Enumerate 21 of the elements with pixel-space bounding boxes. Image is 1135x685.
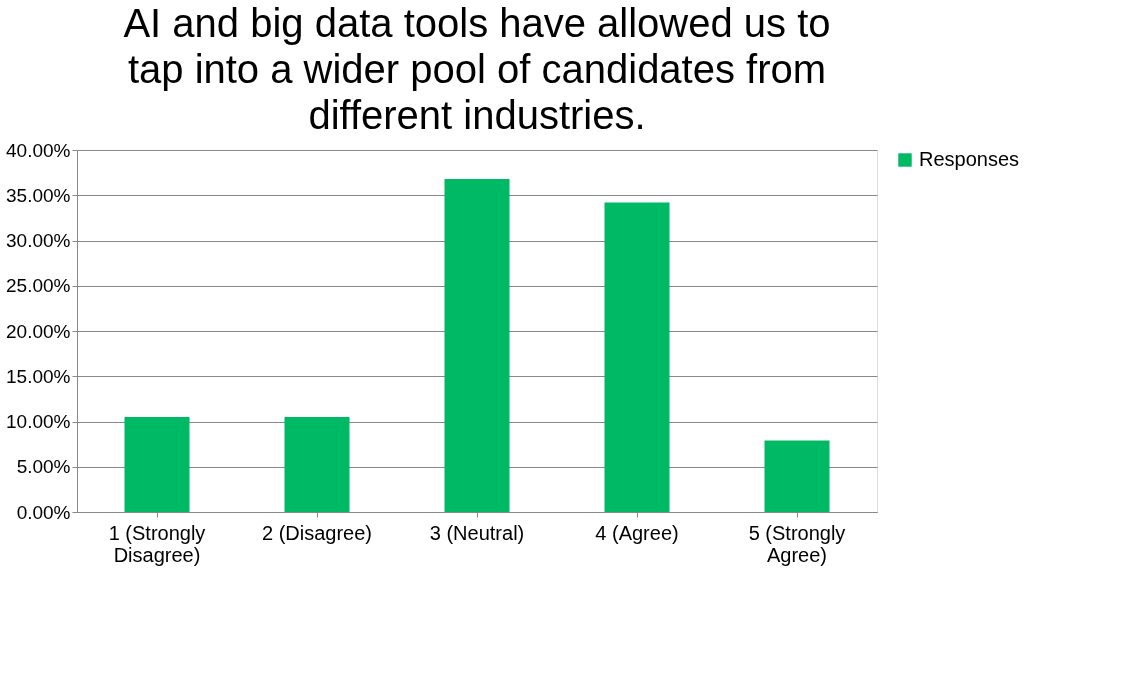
x-tick-label: 4 (Agree) <box>595 521 679 544</box>
bar <box>604 202 670 512</box>
y-tick-label: 5.00% <box>16 456 71 478</box>
y-tick-label: 10.00% <box>6 411 71 432</box>
x-tick-label: 1 (Strongly Disagree) <box>108 521 206 566</box>
y-tick-label: 15.00% <box>6 365 71 387</box>
x-tick-label: 3 (Neutral) <box>429 521 525 544</box>
bar <box>764 440 830 512</box>
bar <box>124 416 190 512</box>
y-tick-label: 30.00% <box>6 230 71 251</box>
x-tick-label: 5 (Strongly Agree) <box>748 521 846 566</box>
y-tick-label: 0.00% <box>16 501 71 523</box>
bar <box>284 416 350 512</box>
y-tick-label: 35.00% <box>6 184 71 206</box>
y-tick-label: 20.00% <box>6 320 71 342</box>
y-tick-label: 25.00% <box>6 275 71 297</box>
y-tick-label: 40.00% <box>6 139 71 161</box>
legend-label: Responses <box>919 148 1020 170</box>
bar <box>444 178 510 512</box>
chart-title: AI and big data tools have allowed us to tap into a wider pool of candidates from different industries. <box>123 1 831 137</box>
x-tick-label: 2 (Disagree) <box>261 521 373 544</box>
